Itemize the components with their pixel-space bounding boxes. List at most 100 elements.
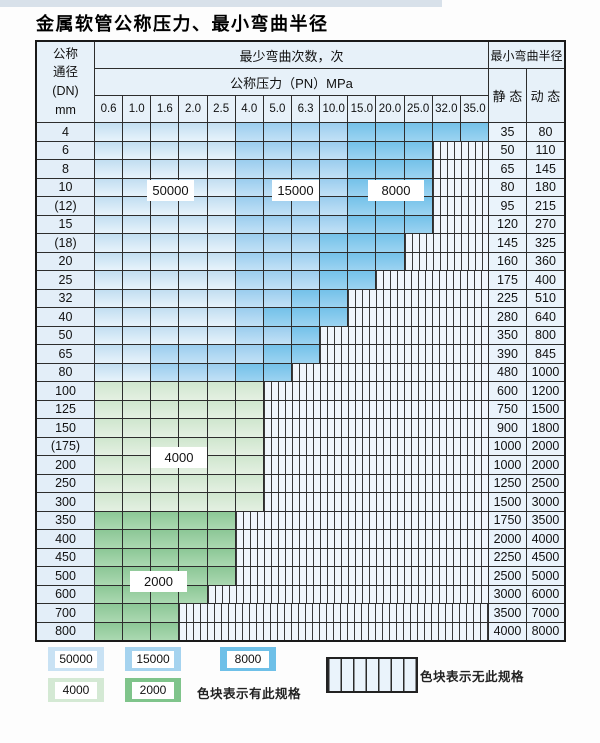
cycle-spec-cell	[179, 289, 207, 307]
col-header-min-cycles: 最少弯曲次数，次	[95, 42, 488, 68]
no-spec-region	[235, 567, 488, 585]
legend-no-spec-note: 色块表示无此规格	[420, 670, 525, 684]
dn-header-line: 公称	[52, 46, 78, 61]
dynamic-radius-cell: 3000	[526, 493, 564, 511]
col-header-nominal-pressure: 公称压力（PN）MPa	[95, 69, 488, 95]
pressure-header-cell: 25.0	[404, 96, 432, 122]
static-radius-cell: 280	[488, 308, 526, 326]
dn-cell: (175)	[37, 437, 94, 455]
static-radius-cell: 1250	[488, 474, 526, 492]
cycle-spec-cell	[151, 493, 179, 511]
cycle-spec-cell	[95, 474, 123, 492]
col-header-dynamic: 动 态	[526, 69, 564, 122]
no-spec-region	[404, 234, 488, 252]
cycle-spec-cell	[404, 123, 432, 141]
legend-swatch-8000: 8000	[220, 647, 276, 671]
hose-spec-table: 公称 通径 (DN) mm 最少弯曲次数，次 最小弯曲半径 公称压力（PN）MP…	[35, 40, 566, 642]
cycle-spec-cell	[235, 234, 263, 252]
cycle-spec-cell	[404, 197, 432, 215]
cycle-spec-cell	[95, 604, 123, 622]
cycle-spec-cell	[95, 567, 123, 585]
cycle-spec-cell	[291, 123, 320, 141]
cycle-spec-cell	[151, 511, 179, 529]
cycle-spec-cell	[404, 160, 432, 178]
cycle-spec-cell	[348, 141, 376, 159]
no-spec-region	[432, 197, 488, 215]
cycle-spec-cell	[320, 123, 348, 141]
dynamic-radius-cell: 640	[526, 308, 564, 326]
no-spec-region	[235, 530, 488, 548]
cycle-spec-cell	[179, 419, 207, 437]
cycle-spec-cell	[263, 289, 291, 307]
cycle-spec-cell	[348, 123, 376, 141]
cycle-spec-cell	[179, 326, 207, 344]
cycle-spec-cell	[123, 289, 151, 307]
cycle-spec-cell	[95, 622, 123, 640]
pressure-header-cell: 20.0	[376, 96, 404, 122]
cycle-spec-cell	[179, 271, 207, 289]
cycle-spec-cell	[207, 123, 235, 141]
no-spec-region	[263, 474, 488, 492]
dn-cell: 40	[37, 308, 94, 326]
cycle-spec-cell	[320, 197, 348, 215]
dynamic-radius-cell: 145	[526, 160, 564, 178]
cycle-spec-cell	[235, 215, 263, 233]
dynamic-radius-cell: 325	[526, 234, 564, 252]
cycle-spec-cell	[95, 271, 123, 289]
static-radius-cell: 4000	[488, 622, 526, 640]
cycle-spec-cell	[207, 437, 235, 455]
cycle-spec-cell	[123, 123, 151, 141]
cycle-spec-cell	[95, 419, 123, 437]
no-spec-region	[432, 215, 488, 233]
cycle-spec-cell	[207, 548, 235, 566]
cycle-spec-cell	[376, 123, 404, 141]
dn-cell: (12)	[37, 197, 94, 215]
dn-cell: 800	[37, 622, 94, 640]
cycle-spec-cell	[179, 197, 207, 215]
cycle-spec-cell	[179, 234, 207, 252]
no-spec-region	[263, 400, 488, 418]
cycle-spec-cell	[320, 252, 348, 270]
pressure-header-cell: 4.0	[235, 96, 263, 122]
no-spec-region	[432, 160, 488, 178]
cycle-spec-cell	[376, 160, 404, 178]
cycle-spec-cell	[263, 271, 291, 289]
cycle-spec-cell	[235, 141, 263, 159]
cycle-spec-cell	[151, 419, 179, 437]
cycle-spec-cell	[207, 197, 235, 215]
dn-cell: 32	[37, 289, 94, 307]
cycle-spec-cell	[291, 234, 320, 252]
cycle-spec-cell	[179, 123, 207, 141]
static-radius-cell: 350	[488, 326, 526, 344]
scan-edge-strip	[0, 0, 442, 7]
cycle-spec-cell	[235, 197, 263, 215]
static-radius-cell: 600	[488, 382, 526, 400]
cycle-spec-cell	[235, 160, 263, 178]
dn-header-line: mm	[55, 102, 76, 117]
static-radius-cell: 175	[488, 271, 526, 289]
cycle-spec-cell	[151, 141, 179, 159]
cycle-spec-cell	[123, 622, 151, 640]
cycle-spec-cell	[291, 197, 320, 215]
cycle-spec-cell	[235, 437, 263, 455]
cycle-spec-cell	[348, 197, 376, 215]
pressure-header-cell: 35.0	[460, 96, 488, 122]
cycle-spec-cell	[207, 271, 235, 289]
cycle-spec-cell	[179, 474, 207, 492]
cycle-spec-cell	[151, 160, 179, 178]
pressure-header-cell: 10.0	[320, 96, 348, 122]
dynamic-radius-cell: 2000	[526, 437, 564, 455]
cycle-spec-cell	[179, 493, 207, 511]
cycle-spec-cell	[235, 123, 263, 141]
col-header-dn: 公称 通径 (DN) mm	[37, 42, 94, 122]
no-spec-region	[207, 585, 488, 603]
zone-label-8000: 8000	[368, 180, 424, 201]
no-spec-region	[263, 456, 488, 474]
static-radius-cell: 225	[488, 289, 526, 307]
static-radius-cell: 50	[488, 141, 526, 159]
dynamic-radius-cell: 80	[526, 123, 564, 141]
dn-cell: 50	[37, 326, 94, 344]
dn-cell: 25	[37, 271, 94, 289]
dynamic-radius-cell: 510	[526, 289, 564, 307]
cycle-spec-cell	[235, 271, 263, 289]
